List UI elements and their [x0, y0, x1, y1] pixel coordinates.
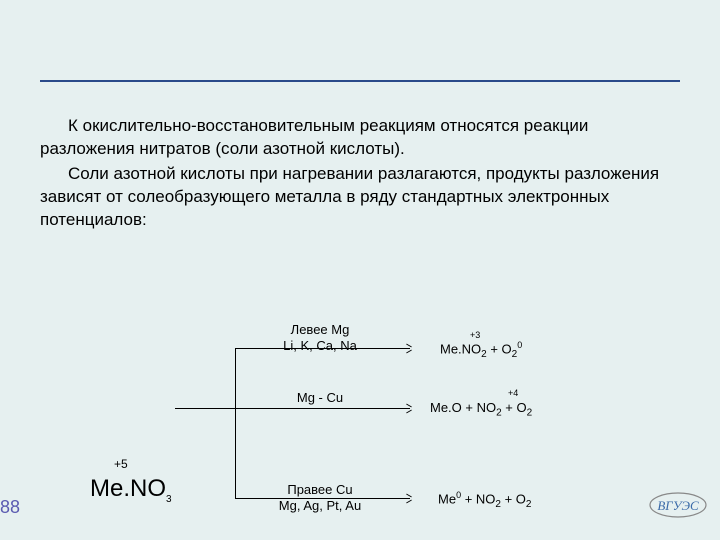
branch-line	[175, 408, 235, 409]
branch1-product: +3 Me.NO2 + O20	[440, 340, 522, 360]
reactant-sub: 3	[166, 494, 172, 505]
slide: К окислительно-восстановительным реакция…	[0, 0, 720, 540]
slide-number: 88	[0, 497, 20, 518]
arrowhead	[406, 350, 412, 354]
branch-line	[235, 348, 236, 498]
arrowhead	[406, 410, 412, 414]
reactant-charge: +5	[114, 457, 128, 471]
arrowhead	[406, 404, 412, 408]
arrowhead	[406, 344, 412, 348]
branch3-product: Me0 + NO2 + O2	[438, 490, 531, 510]
branch2-product: +4 Me.O + NO2 + O2	[430, 400, 532, 419]
divider-line	[40, 80, 680, 82]
body-text: К окислительно-восстановительным реакция…	[40, 115, 680, 232]
reaction-diagram: +5 Me.NO3 Левее Mg Li, K, Ca, Na +3 Me.N…	[100, 330, 680, 530]
arrowhead	[406, 500, 412, 504]
paragraph-2: Соли азотной кислоты при нагревании разл…	[40, 163, 680, 232]
arrowhead	[406, 494, 412, 498]
reactant-formula: Me.NO	[90, 475, 166, 502]
branch1-label: Левее Mg Li, K, Ca, Na	[255, 322, 385, 355]
reactant: +5 Me.NO3	[90, 475, 172, 505]
logo-text: ВГУЭС	[657, 498, 699, 513]
branch-line	[235, 408, 410, 409]
logo: ВГУЭС	[648, 490, 708, 520]
branch2-label: Mg - Cu	[280, 390, 360, 406]
paragraph-1: К окислительно-восстановительным реакция…	[40, 115, 680, 161]
branch3-label: Правее Cu Mg, Ag, Pt, Au	[255, 482, 385, 515]
